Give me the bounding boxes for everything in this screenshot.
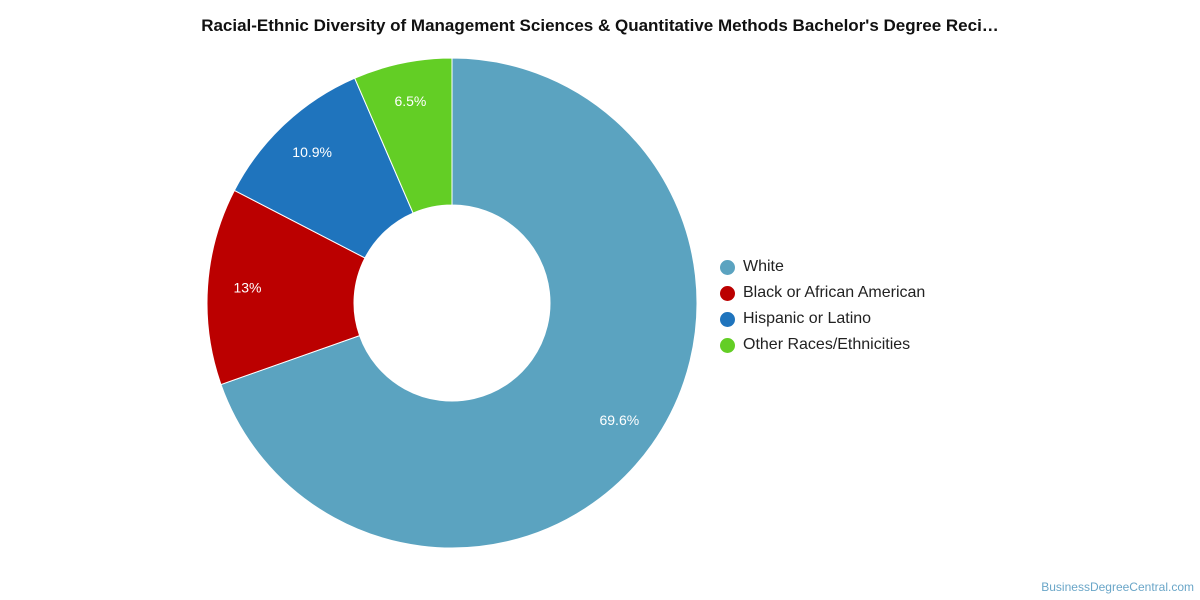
pie-slice-0[interactable] [220, 57, 698, 549]
slice-value-label: 6.5% [394, 93, 426, 109]
chart-legend: White Black or African American Hispanic o… [720, 254, 925, 358]
pie-slice-3[interactable] [354, 57, 453, 214]
legend-item[interactable]: White [720, 254, 925, 280]
legend-swatch [720, 259, 735, 275]
source-credit[interactable]: BusinessDegreeCentral.com [1041, 580, 1194, 594]
chart-title: Racial-Ethnic Diversity of Management Sc… [201, 16, 999, 35]
legend-swatch [720, 337, 735, 353]
legend-label: Other Races/Ethnicities [743, 336, 911, 353]
legend-label: Hispanic or Latino [743, 310, 872, 327]
slice-value-label: 10.9% [292, 144, 332, 160]
legend-item[interactable]: Other Races/Ethnicities [720, 332, 925, 358]
legend-swatch [720, 311, 735, 327]
slice-value-label: 69.6% [599, 412, 639, 428]
legend-swatch [720, 285, 735, 301]
legend-item[interactable]: Hispanic or Latino [720, 306, 925, 332]
slice-value-label: 13% [233, 280, 261, 296]
legend-label: White [743, 258, 784, 275]
legend-item[interactable]: Black or African American [720, 280, 925, 306]
legend-label: Black or African American [743, 284, 926, 301]
pie-slice-1[interactable] [206, 189, 366, 386]
